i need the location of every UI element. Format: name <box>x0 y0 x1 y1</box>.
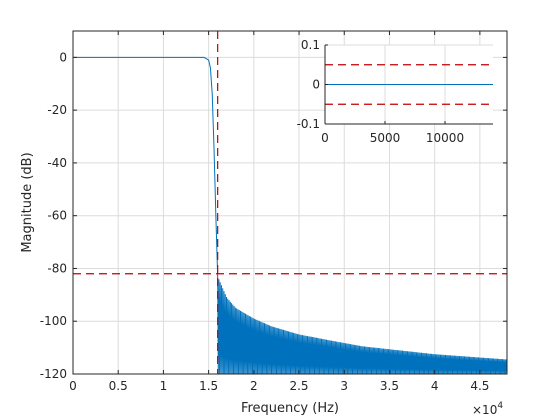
x-tick-label: 2.5 <box>289 379 308 393</box>
inset-y-tick-label: 0.1 <box>301 38 320 52</box>
y-tick-label: -20 <box>47 103 67 117</box>
main-axes-ticks: 0 0.5 1 1.5 2 2.5 3 3.5 4 4.5 0 -20 -40 -60 -80 -100 -12… <box>40 31 507 393</box>
inset-tolerance-reference-lines <box>325 64 493 105</box>
y-tick-label: -60 <box>47 209 67 223</box>
x-axis-label: Frequency (Hz) <box>241 401 339 416</box>
y-tick-label: -100 <box>40 314 67 328</box>
x-tick-label: 4 <box>431 379 439 393</box>
x-tick-label: 4.5 <box>470 379 489 393</box>
x-tick-label: 1 <box>160 379 168 393</box>
inset-y-tick-label: 0 <box>312 78 320 92</box>
x-tick-label: 3.5 <box>380 379 399 393</box>
inset-y-tick-label: -0.1 <box>297 117 320 131</box>
inset-x-tick-label: 5000 <box>370 131 401 145</box>
x-tick-label: 0 <box>69 379 77 393</box>
y-tick-label: -40 <box>47 156 67 170</box>
x-axis-exponent-power: 4 <box>497 401 503 411</box>
x-axis-exponent-base: ×10 <box>472 403 497 417</box>
magnitude-response-line <box>73 56 508 375</box>
inset-x-tick-label: 10000 <box>426 131 464 145</box>
y-tick-label: -120 <box>40 367 67 381</box>
magnitude-response-series <box>73 56 508 375</box>
main-axes-frame <box>72 30 508 375</box>
x-tick-label: 0.5 <box>109 379 128 393</box>
y-tick-label: -80 <box>47 261 67 275</box>
x-axis-exponent-label: ×104 <box>472 401 503 417</box>
inset-x-tick-label: 0 <box>321 131 329 145</box>
y-axis-label: Magnitude (dB) <box>20 152 35 252</box>
x-tick-label: 2 <box>250 379 258 393</box>
x-tick-label: 3 <box>340 379 348 393</box>
y-tick-label: 0 <box>59 50 67 64</box>
x-tick-label: 1.5 <box>199 379 218 393</box>
